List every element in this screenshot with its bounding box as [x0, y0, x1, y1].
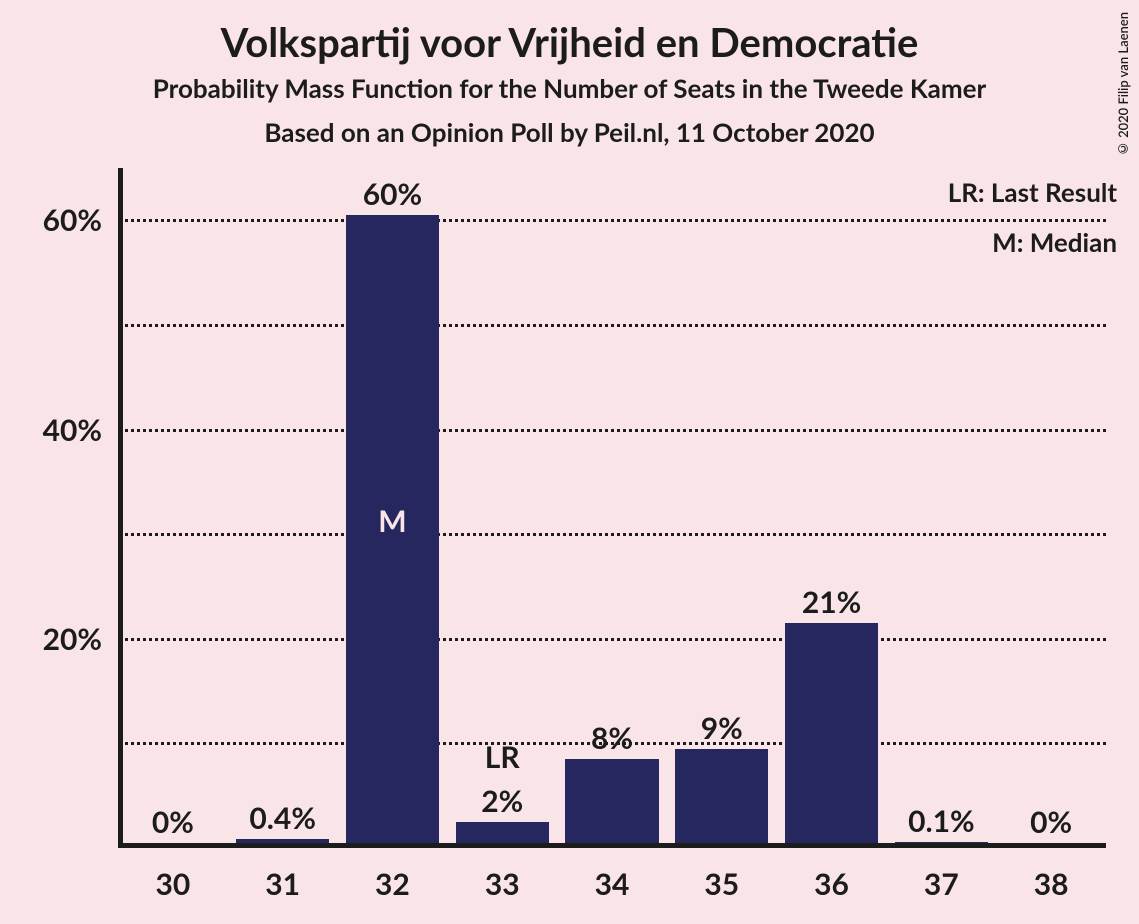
bar-value-label: 21% — [802, 584, 861, 620]
y-tick-label: 60% — [43, 202, 102, 238]
chart-subtitle: Probability Mass Function for the Number… — [0, 72, 1139, 104]
bar-value-label: 8% — [591, 720, 633, 756]
bar — [895, 842, 988, 843]
bar — [456, 822, 549, 843]
gridline — [118, 533, 1106, 536]
bar — [565, 759, 658, 843]
gridline — [118, 638, 1106, 641]
x-tick-label: 30 — [155, 866, 190, 902]
bar — [785, 623, 878, 843]
bar-value-label: 0% — [152, 804, 194, 840]
bar-inner-label: M — [378, 503, 406, 539]
y-axis — [118, 168, 123, 848]
bar-annotation-label: LR — [485, 739, 520, 775]
x-axis — [118, 843, 1106, 848]
chart-root: © 2020 Filip van Laenen Volkspartij voor… — [0, 0, 1139, 924]
chart-title: Volkspartij voor Vrijheid en Democratie — [0, 18, 1139, 66]
bar-value-label: 9% — [701, 710, 743, 746]
x-tick-label: 37 — [924, 866, 959, 902]
bar-value-label: 2% — [481, 783, 523, 819]
x-tick-label: 31 — [265, 866, 300, 902]
gridline — [118, 429, 1106, 432]
y-tick-label: 20% — [43, 621, 102, 657]
chart-subtitle-2: Based on an Opinion Poll by Peil.nl, 11 … — [0, 116, 1139, 148]
bar-value-label: 60% — [363, 176, 422, 212]
x-tick-label: 33 — [485, 866, 520, 902]
x-tick-label: 38 — [1034, 866, 1069, 902]
bar-value-label: 0% — [1030, 804, 1072, 840]
legend: LR: Last Result M: Median — [948, 176, 1117, 258]
bar — [236, 839, 329, 843]
legend-line: LR: Last Result — [948, 176, 1117, 208]
x-tick-label: 35 — [704, 866, 739, 902]
x-tick-label: 34 — [595, 866, 630, 902]
gridline — [118, 324, 1106, 327]
legend-line: M: Median — [948, 226, 1117, 258]
x-tick-label: 32 — [375, 866, 410, 902]
y-tick-label: 40% — [43, 412, 102, 448]
x-tick-label: 36 — [814, 866, 849, 902]
bar — [675, 749, 768, 843]
bar-value-label: 0.4% — [249, 800, 316, 836]
bar-value-label: 0.1% — [908, 803, 975, 839]
